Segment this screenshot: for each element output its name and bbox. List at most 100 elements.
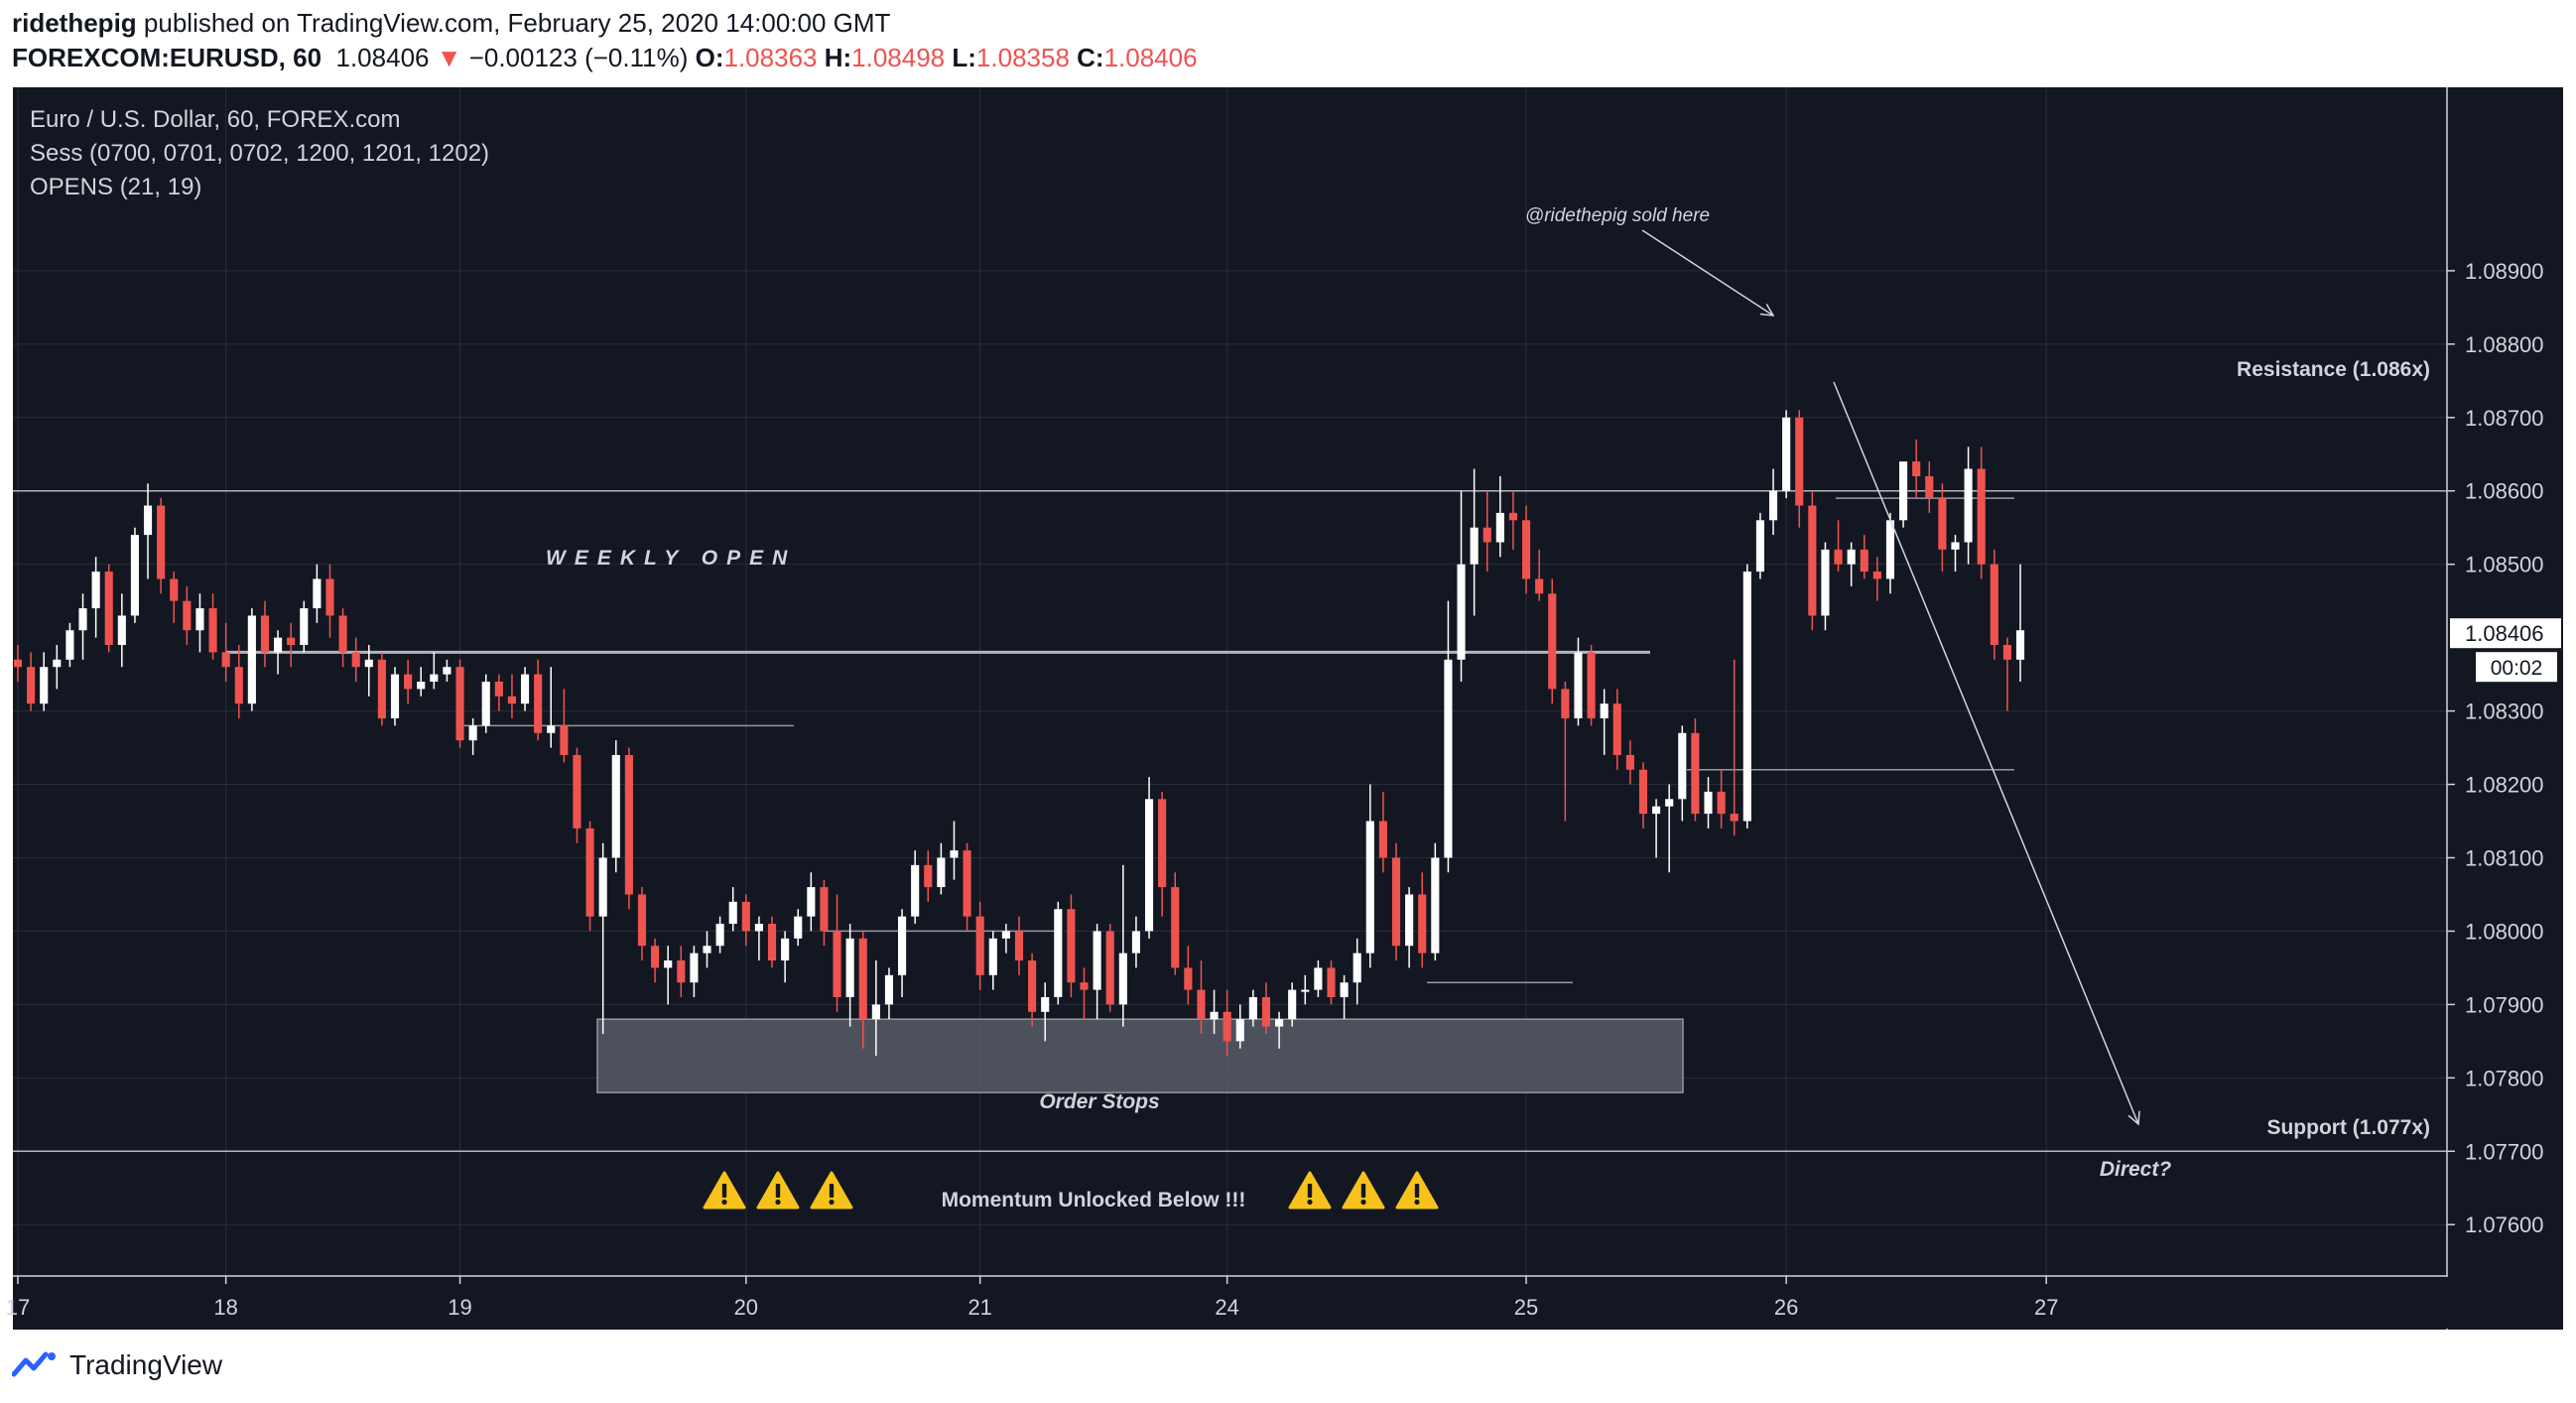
candle-body — [637, 894, 647, 947]
candle-body — [1093, 931, 1101, 990]
candle-body — [208, 608, 217, 653]
candle-body — [1327, 967, 1336, 997]
low-value: 1.08358 — [975, 43, 1070, 72]
time-tick-label: 20 — [734, 1295, 758, 1320]
candle-body — [1144, 799, 1154, 932]
price-tick-label: 1.08300 — [2465, 700, 2544, 724]
projection-arrow — [1833, 381, 2138, 1124]
candle-body — [1431, 857, 1440, 954]
price-change: −0.00123 (−0.11%) — [468, 43, 689, 72]
price-tick-label: 1.08900 — [2465, 259, 2544, 284]
candle-body — [884, 974, 894, 1005]
price-tick-label: 1.08000 — [2465, 919, 2544, 944]
legend-indicator-sess[interactable]: Sess (0700, 0701, 0702, 1200, 1201, 1202… — [30, 140, 489, 167]
candle-body — [585, 828, 594, 917]
candle-body — [715, 924, 724, 947]
symbol-label: FOREXCOM:EURUSD, 60 — [12, 43, 322, 72]
time-axis-background — [13, 1277, 2563, 1329]
weekly-open-label: WEEKLY OPEN — [546, 547, 796, 570]
candle-body — [507, 696, 517, 704]
candle-body — [1872, 572, 1881, 579]
candle-body — [1001, 931, 1010, 939]
publish-info: published on TradingView.com, February 2… — [143, 8, 891, 38]
candle-body — [1964, 468, 1973, 543]
sold-annotation: @ridethepig sold here — [1525, 205, 1710, 226]
candle-body — [417, 682, 426, 690]
candle-body — [443, 667, 451, 675]
time-tick-label: 27 — [2034, 1295, 2058, 1320]
candle-body — [1742, 572, 1751, 822]
candle-body — [1470, 527, 1479, 565]
candle-body — [1678, 732, 1687, 800]
candle-body — [1495, 512, 1504, 543]
levels-group — [13, 489, 2447, 1153]
warning-triangle-icon — [1288, 1171, 1332, 1210]
candle-body — [963, 850, 971, 917]
author-name[interactable]: ridethepig — [12, 8, 137, 38]
candle-body — [1444, 659, 1453, 858]
price-axis[interactable]: 1.08900 1.08800 1.08700 1.08600 1.08500 1.083… — [2447, 87, 2563, 1276]
time-axis[interactable]: 17 18 19 20 21 24 25 26 27 — [6, 1276, 2563, 1329]
candle-body — [1080, 982, 1089, 990]
candle-body — [560, 725, 569, 755]
candle-body — [2002, 645, 2011, 660]
current-price-box — [2450, 618, 2561, 649]
candle-body — [1717, 791, 1726, 815]
legend-indicator-opens[interactable]: OPENS (21, 19) — [30, 174, 201, 200]
candle-body — [338, 615, 347, 653]
candle-body — [1730, 814, 1739, 822]
candle-body — [858, 938, 867, 1020]
candle-body — [1197, 989, 1206, 1020]
warning-triangle-icon — [703, 1171, 746, 1210]
order-stops-zone-group — [596, 1018, 1684, 1093]
candle-body — [741, 901, 750, 932]
candle-body — [481, 682, 490, 726]
price-chart[interactable]: WEEKLY OPEN Resistance (1.086x) Support (1… — [0, 0, 2576, 1339]
low-label: L: — [952, 43, 976, 72]
time-tick-label: 19 — [448, 1295, 471, 1320]
high-label: H: — [824, 43, 852, 72]
candle-body — [1067, 909, 1076, 983]
candle-body — [690, 953, 699, 983]
candle-body — [1210, 1011, 1219, 1020]
open-value: 1.08363 — [723, 43, 818, 72]
candle-body — [1587, 652, 1596, 718]
candle-body — [1184, 967, 1193, 990]
price-tick-label: 1.08700 — [2465, 406, 2544, 431]
candle-body — [1391, 857, 1401, 947]
candle-body — [364, 659, 373, 668]
candle-body — [130, 535, 139, 616]
candle-body — [1158, 799, 1167, 888]
resistance-label: Resistance (1.086x) — [2237, 358, 2430, 381]
candle-body — [975, 916, 984, 975]
countdown-box — [2476, 652, 2557, 683]
candle-body — [65, 630, 74, 660]
publish-line: ridethepig published on TradingView.com,… — [12, 6, 2562, 40]
candle-body — [1131, 931, 1140, 954]
candle-body — [313, 578, 322, 609]
candle-body — [781, 938, 790, 961]
candle-body — [351, 652, 360, 668]
candle-body — [520, 674, 530, 704]
chart-header: ridethepig published on TradingView.com,… — [12, 6, 2562, 75]
tradingview-logo-icon[interactable] — [12, 1350, 62, 1380]
candle-body — [534, 674, 543, 733]
candle-body — [1340, 982, 1349, 997]
candle-body — [651, 946, 660, 968]
candle-body — [1885, 520, 1895, 579]
order-stops-zone — [596, 1018, 1684, 1093]
candle-body — [1847, 549, 1856, 565]
candle-body — [287, 637, 296, 646]
candle-body — [1612, 703, 1621, 755]
tradingview-brand[interactable]: TradingView — [69, 1349, 223, 1380]
candle-body — [1352, 953, 1361, 983]
direct-label: Direct? — [2100, 1158, 2172, 1181]
candle-body — [1275, 1019, 1284, 1027]
candle-body — [1288, 989, 1297, 1020]
candle-body — [871, 1004, 880, 1020]
chart-legend: Euro / U.S. Dollar, 60, FOREX.com Sess (… — [30, 106, 489, 200]
time-tick-label: 25 — [1514, 1295, 1538, 1320]
candle-body — [1899, 461, 1908, 521]
open-label: O: — [695, 43, 724, 72]
candle-body — [1248, 996, 1257, 1020]
